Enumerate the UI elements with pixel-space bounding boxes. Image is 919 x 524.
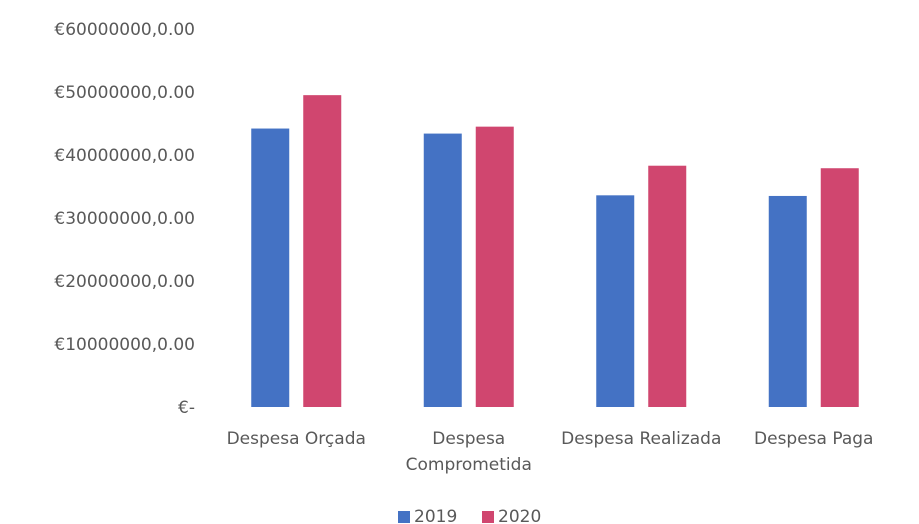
y-tick-label: €60000000,0.00: [54, 20, 195, 40]
bar-2020-3: [820, 168, 859, 407]
legend-swatch-2020: [482, 511, 494, 523]
legend-label-2020: 2020: [498, 507, 541, 524]
bar-2019-2: [596, 195, 635, 407]
bar-2020-2: [648, 165, 687, 407]
x-axis-labels: Despesa Orçada Despesa Comprometida Despesa…: [227, 429, 874, 475]
bar-2019-0: [251, 128, 290, 408]
legend-label-2019: 2019: [414, 507, 457, 524]
bar-2020-1: [475, 126, 514, 408]
y-tick-label: €20000000,0.00: [54, 272, 195, 292]
y-tick-label: €10000000,0.00: [54, 335, 195, 355]
bars: [251, 95, 859, 408]
bar-2019-3: [768, 195, 807, 407]
bar-2019-1: [423, 133, 462, 407]
x-tick-label: Comprometida: [406, 455, 532, 475]
y-axis-ticks: €- €10000000,0.00 €20000000,0.00 €30000000,…: [54, 20, 195, 418]
legend-swatch-2019: [398, 511, 410, 523]
y-tick-label: €-: [178, 398, 195, 418]
bar-2020-0: [303, 95, 342, 408]
x-tick-label: Despesa Paga: [754, 429, 873, 449]
x-tick-label: Despesa Orçada: [227, 429, 366, 449]
x-tick-label: Despesa: [432, 429, 505, 449]
y-tick-label: €50000000,0.00: [54, 83, 195, 103]
legend: 2019 2020: [398, 507, 541, 524]
y-tick-label: €40000000,0.00: [54, 146, 195, 166]
y-tick-label: €30000000,0.00: [54, 209, 195, 229]
x-tick-label: Despesa Realizada: [561, 429, 721, 449]
